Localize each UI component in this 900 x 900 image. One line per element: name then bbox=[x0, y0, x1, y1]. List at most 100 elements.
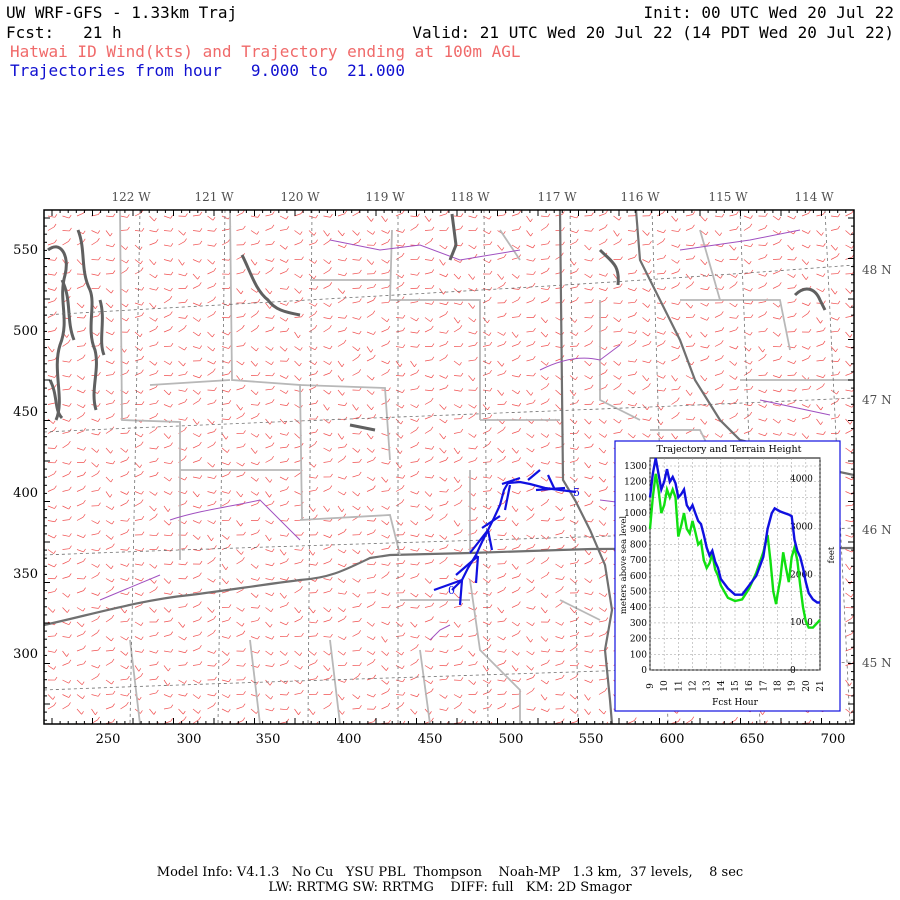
wind-barb-flag bbox=[110, 304, 114, 309]
wind-barb-flag bbox=[445, 601, 448, 605]
wind-barb bbox=[62, 519, 70, 521]
wind-barb-flag bbox=[431, 343, 435, 347]
wind-barb bbox=[294, 460, 302, 463]
wind-barb-flag bbox=[257, 635, 260, 640]
wind-barb-flag bbox=[417, 272, 420, 276]
wind-barb-flag bbox=[168, 580, 172, 584]
wind-barb-flag bbox=[141, 401, 145, 405]
wind-barb-flag bbox=[329, 282, 333, 286]
wind-barb bbox=[337, 531, 345, 536]
wind-barb bbox=[555, 491, 563, 495]
wind-barb bbox=[410, 694, 418, 698]
wind-barb-flag bbox=[575, 376, 578, 381]
wind-barb-flag bbox=[54, 676, 58, 681]
wind-barb-flag bbox=[329, 587, 333, 592]
wind-barb-flag bbox=[402, 560, 406, 564]
wind-barb bbox=[337, 288, 344, 294]
wind-barb bbox=[163, 549, 171, 552]
wind-barb bbox=[120, 694, 128, 697]
wind-barb bbox=[584, 273, 591, 279]
wind-barb-flag bbox=[590, 384, 594, 389]
wind-barb-flag bbox=[98, 530, 101, 534]
wind-barb bbox=[105, 661, 113, 666]
wind-barb-flag bbox=[138, 668, 142, 672]
wind-barb bbox=[250, 563, 257, 569]
wind-barb-flag bbox=[574, 695, 578, 700]
wind-barb-flag bbox=[589, 579, 593, 583]
wind-barb bbox=[627, 314, 635, 318]
wind-barb-flag bbox=[313, 609, 316, 614]
wind-barb bbox=[540, 708, 548, 712]
inset-ylabel-right: feet bbox=[827, 546, 837, 563]
wind-barb bbox=[47, 665, 54, 670]
wind-barb bbox=[366, 505, 372, 512]
wind-barb-flag bbox=[82, 412, 86, 416]
wind-barb bbox=[511, 665, 517, 672]
wind-barb-flag bbox=[823, 327, 826, 331]
wind-barb-flag bbox=[736, 211, 739, 215]
wind-barb-flag bbox=[83, 558, 86, 562]
wind-barb-flag bbox=[156, 546, 159, 550]
wind-barb bbox=[540, 607, 546, 614]
wind-barb bbox=[134, 621, 142, 626]
wind-barb bbox=[598, 227, 606, 231]
wind-barb-flag bbox=[692, 342, 696, 347]
wind-barb bbox=[424, 447, 432, 450]
wind-barb bbox=[569, 694, 576, 700]
wind-barb-flag bbox=[547, 213, 551, 217]
wind-barb-flag bbox=[446, 675, 449, 680]
wind-barb-flag bbox=[342, 290, 346, 294]
wind-barb-flag bbox=[431, 269, 435, 273]
wind-barb bbox=[439, 503, 447, 507]
wind-barb-flag bbox=[603, 522, 607, 526]
wind-barb-flag bbox=[547, 618, 551, 623]
wind-barb bbox=[236, 706, 244, 710]
wind-barb-flag bbox=[604, 434, 608, 438]
wind-barb bbox=[598, 447, 605, 454]
wind-barb-flag bbox=[199, 560, 203, 565]
wind-barb bbox=[366, 650, 374, 655]
inset-y-tick: 100 bbox=[630, 650, 647, 660]
wind-barb-flag bbox=[444, 245, 448, 250]
wind-barb-flag bbox=[170, 591, 174, 595]
inset-x-tick: 18 bbox=[774, 680, 784, 692]
wind-barb bbox=[526, 343, 534, 347]
wind-barb bbox=[178, 664, 186, 666]
wind-barb-flag bbox=[518, 354, 521, 359]
wind-barb bbox=[47, 375, 55, 378]
wind-barb-flag bbox=[663, 286, 667, 290]
wind-barb-flag bbox=[344, 563, 347, 568]
wind-barb-flag bbox=[574, 319, 578, 323]
wind-barb-flag bbox=[301, 531, 304, 536]
wind-barb-flag bbox=[198, 332, 202, 337]
wind-barb-flag bbox=[257, 298, 261, 303]
wind-barb bbox=[279, 375, 287, 379]
wind-barb bbox=[178, 360, 184, 367]
wind-barb-flag bbox=[330, 691, 333, 695]
wind-barb bbox=[424, 317, 431, 322]
wind-barb-flag bbox=[97, 418, 101, 422]
wind-barb-flag bbox=[227, 652, 230, 656]
wind-barb-flag bbox=[576, 399, 580, 404]
wind-barb-flag bbox=[689, 334, 693, 338]
wind-barb bbox=[511, 604, 519, 608]
wind-barb bbox=[294, 549, 302, 551]
wind-barb-flag bbox=[808, 355, 811, 359]
wind-barb-flag bbox=[460, 213, 464, 217]
wind-barb-flag bbox=[648, 383, 651, 387]
wind-barb-flag bbox=[735, 398, 739, 403]
wind-barb-flag bbox=[301, 313, 304, 318]
wind-barb bbox=[76, 708, 82, 715]
wind-barb-flag bbox=[242, 557, 245, 561]
wind-barb-flag bbox=[634, 254, 637, 258]
wind-barb bbox=[482, 679, 490, 684]
wind-barb-flag bbox=[504, 649, 507, 653]
wind-barb bbox=[308, 708, 314, 715]
wind-barb-flag bbox=[445, 500, 449, 505]
wind-barb bbox=[700, 259, 706, 265]
wind-barb-flag bbox=[256, 310, 260, 314]
wind-barb bbox=[613, 331, 621, 333]
wind-barb bbox=[308, 313, 316, 318]
wind-barb-flag bbox=[139, 333, 143, 337]
wind-barb-flag bbox=[126, 563, 130, 567]
